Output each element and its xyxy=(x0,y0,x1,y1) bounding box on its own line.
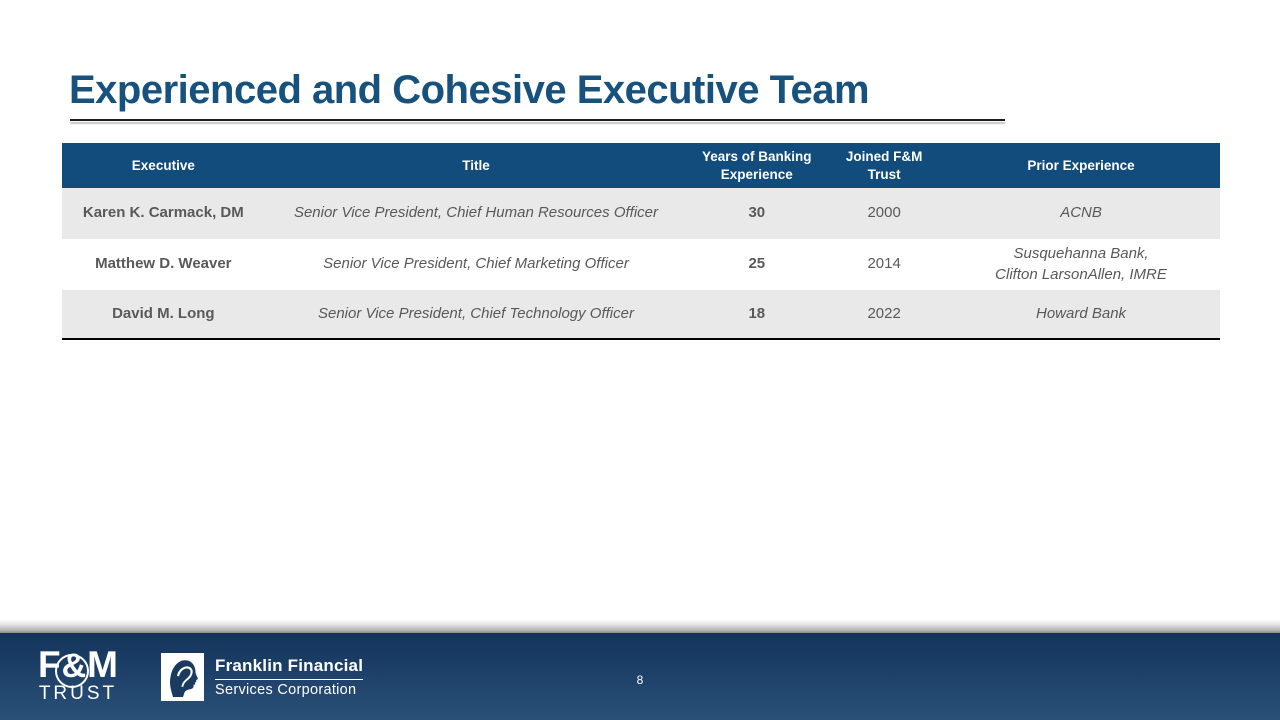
page-title: Experienced and Cohesive Executive Team xyxy=(69,68,870,112)
executive-title: Senior Vice President, Chief Marketing O… xyxy=(323,255,629,273)
ben-franklin-icon xyxy=(161,652,204,701)
title-underline xyxy=(70,119,1005,121)
joined-year: 2022 xyxy=(826,290,943,340)
prior-experience: ACNB xyxy=(1060,204,1102,222)
table-row: Karen K. Carmack, DM Senior Vice Preside… xyxy=(62,188,1220,239)
col-header-title: Title xyxy=(264,143,688,188)
years-experience: 30 xyxy=(748,204,766,222)
table-row: David M. Long Senior Vice President, Chi… xyxy=(62,290,1220,340)
fm-logo-text: F&M xyxy=(38,646,118,688)
fm-ampersand: & xyxy=(54,646,89,688)
page-number: 8 xyxy=(636,673,644,687)
fm-trust-logo: F&M TRUST xyxy=(30,646,126,705)
executive-title: Senior Vice President, Chief Technology … xyxy=(264,290,688,340)
franklin-financial-subtitle: Services Corporation xyxy=(215,681,357,698)
franklin-financial-logo: Franklin Financial Services Corporation xyxy=(215,656,364,698)
executive-name: Matthew D. Weaver xyxy=(95,255,232,273)
executive-name: David M. Long xyxy=(62,290,265,340)
fm-trust-label: TRUST xyxy=(38,682,118,704)
executive-title: Senior Vice President, Chief Human Resou… xyxy=(293,204,658,222)
joined-year: 2014 xyxy=(867,255,901,273)
col-header-joined: Joined F&M Trust xyxy=(826,143,943,188)
footer-divider-bar xyxy=(0,620,1280,633)
prior-experience: Howard Bank xyxy=(942,290,1220,340)
years-experience: 18 xyxy=(687,290,827,340)
table-header-row: Executive Title Years of Banking Experie… xyxy=(62,143,1220,188)
col-header-executive: Executive xyxy=(62,143,265,188)
years-experience: 25 xyxy=(748,255,766,273)
col-header-prior: Prior Experience xyxy=(942,143,1220,188)
franklin-financial-name: Franklin Financial xyxy=(215,656,364,680)
footer: F&M TRUST Franklin Financial Services Co… xyxy=(0,633,1280,720)
col-header-years: Years of Banking Experience xyxy=(687,143,827,188)
executive-name: Karen K. Carmack, DM xyxy=(82,204,244,222)
fm-letter-m: M xyxy=(87,643,118,685)
executive-table: Executive Title Years of Banking Experie… xyxy=(62,143,1220,340)
prior-experience: Susquehanna Bank, Clifton LarsonAllen, I… xyxy=(995,245,1167,283)
table-row: Matthew D. Weaver Senior Vice President,… xyxy=(62,239,1220,290)
joined-year: 2000 xyxy=(867,204,901,222)
